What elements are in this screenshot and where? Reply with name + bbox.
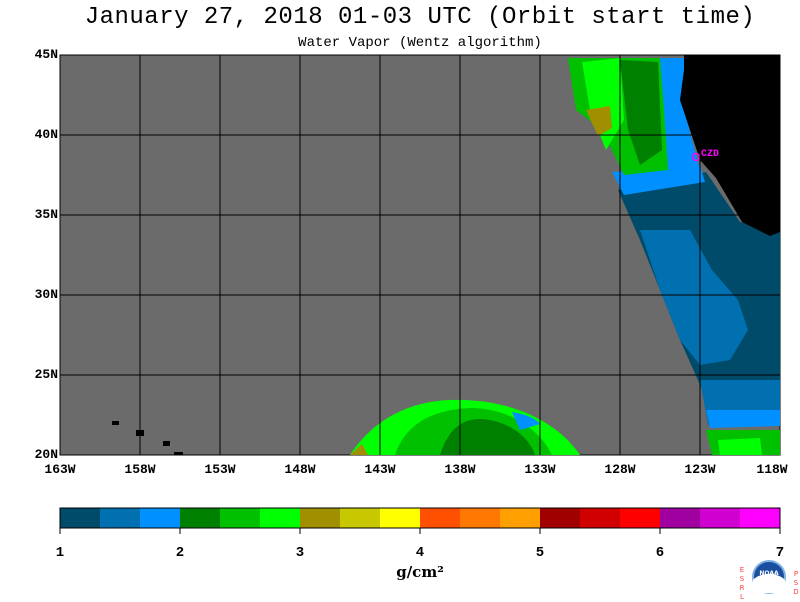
page-title: January 27, 2018 01-03 UTC (Orbit start … [84, 4, 756, 31]
longitude-label: 118W [756, 462, 788, 477]
latitude-label: 40N [34, 127, 58, 142]
longitude-label: 123W [684, 462, 716, 477]
longitude-label: 138W [444, 462, 476, 477]
swath-light-blue-south [706, 410, 780, 428]
swath-olive-patch [586, 106, 612, 136]
swath-bright-green-north [582, 58, 624, 150]
colorbar-swatch [660, 508, 701, 528]
noaa-logo: NOAA [752, 560, 786, 594]
colorbar-swatch [220, 508, 261, 528]
logo-noaa-text: NOAA [759, 570, 779, 577]
colorbar-swatch [140, 508, 181, 528]
data-swath-north [568, 58, 780, 455]
map-grid [60, 55, 780, 455]
longitude-label: 153W [204, 462, 236, 477]
colorbar-units: g/cm² [396, 563, 444, 581]
colorbar-tick-label: 3 [295, 545, 305, 561]
logo-letter: P [793, 570, 799, 578]
colorbar-swatch [260, 508, 301, 528]
latitude-label: 45N [34, 47, 58, 62]
data-swath-south [350, 399, 580, 455]
colorbar-tick-label: 2 [175, 545, 185, 561]
logo-letter: E [739, 566, 745, 574]
swath-dark-green-north [620, 60, 662, 165]
colorbar-swatch [180, 508, 221, 528]
longitude-label: 158W [124, 462, 156, 477]
latitude-label: 35N [34, 207, 58, 222]
page-subtitle: Water Vapor (Wentz algorithm) [298, 35, 542, 51]
south-blob-blue [512, 412, 540, 430]
longitude-label: 163W [44, 462, 76, 477]
city-label: CZD [701, 149, 719, 160]
swath-mid-blue [640, 230, 748, 365]
colorbar-swatch [740, 508, 781, 528]
colorbar-swatch [580, 508, 621, 528]
colorbar-tick-label: 1 [55, 545, 65, 561]
south-blob-olive [350, 444, 368, 455]
colorbar-tick-label: 6 [655, 545, 665, 561]
latitude-label: 30N [34, 287, 58, 302]
longitude-label: 128W [604, 462, 636, 477]
land-north-america [680, 55, 780, 236]
colorbar-tick-label: 5 [535, 545, 545, 561]
logo-letter: L [740, 593, 744, 601]
latitude-label: 20N [34, 447, 58, 462]
swath-bright-green-south [718, 438, 762, 455]
colorbar [59, 507, 781, 534]
logo-letter: S [739, 575, 745, 583]
colorbar-swatch [500, 508, 541, 528]
longitude-label: 143W [364, 462, 396, 477]
colorbar-swatch [420, 508, 461, 528]
colorbar-swatch [460, 508, 501, 528]
longitude-label: 148W [284, 462, 316, 477]
colorbar-swatch [380, 508, 421, 528]
colorbar-swatch [540, 508, 581, 528]
colorbar-swatch [300, 508, 341, 528]
colorbar-swatch [100, 508, 141, 528]
logo-letter: R [739, 584, 745, 592]
longitude-label: 133W [524, 462, 556, 477]
colorbar-swatch [620, 508, 661, 528]
logo-letter: S [793, 579, 799, 587]
colorbar-tick-label: 7 [775, 545, 785, 561]
colorbar-tick-label: 4 [415, 545, 425, 561]
latitude-label: 25N [34, 367, 58, 382]
south-blob-core [440, 419, 535, 455]
colorbar-swatch [340, 508, 381, 528]
colorbar-swatch [700, 508, 741, 528]
logo-letter: D [793, 588, 799, 596]
colorbar-swatch [60, 508, 101, 528]
